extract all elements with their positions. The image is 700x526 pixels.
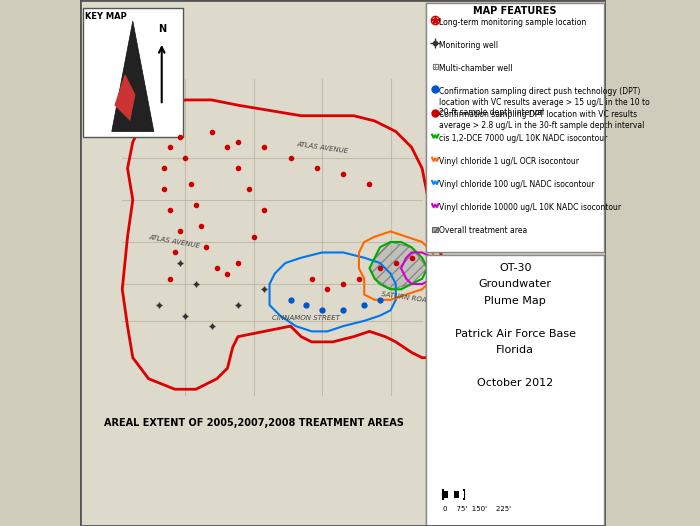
Polygon shape <box>114 74 135 121</box>
Bar <box>432 227 438 232</box>
Text: KEY MAP: KEY MAP <box>85 12 127 21</box>
Bar <box>459 491 464 498</box>
Text: AREAL EXTENT OF 2005,2007,2008 TREATMENT AREAS: AREAL EXTENT OF 2005,2007,2008 TREATMENT… <box>104 418 404 429</box>
Text: cis 1,2-DCE 7000 ug/L 10K NADC isocontour: cis 1,2-DCE 7000 ug/L 10K NADC isocontou… <box>440 134 608 143</box>
Polygon shape <box>112 21 154 132</box>
Text: Vinyl chloride 10000 ug/L 10K NADC isocontour: Vinyl chloride 10000 ug/L 10K NADC isoco… <box>440 203 622 212</box>
FancyBboxPatch shape <box>426 255 604 526</box>
Text: ATLAS AVENUE: ATLAS AVENUE <box>296 140 349 154</box>
FancyBboxPatch shape <box>80 0 425 526</box>
Text: Overall treatment area: Overall treatment area <box>440 226 528 235</box>
Text: Confirmation sampling direct push technology (DPT)
location with VC results aver: Confirmation sampling direct push techno… <box>440 87 650 117</box>
Text: 0    75'  150'    225': 0 75' 150' 225' <box>443 506 511 512</box>
FancyBboxPatch shape <box>426 3 604 252</box>
Text: Vinyl chloride 100 ug/L NADC isocontour: Vinyl chloride 100 ug/L NADC isocontour <box>440 180 595 189</box>
Bar <box>433 64 438 69</box>
Bar <box>80 0 425 526</box>
Text: Monitoring well: Monitoring well <box>440 41 498 50</box>
Text: ATLAS AVENUE: ATLAS AVENUE <box>148 235 201 249</box>
Bar <box>449 491 454 498</box>
FancyBboxPatch shape <box>83 8 183 137</box>
Text: OT-30
Groundwater
Plume Map

Patrick Air Force Base
Florida

October 2012: OT-30 Groundwater Plume Map Patrick Air … <box>455 263 575 388</box>
Text: Long-term monitoring sample location: Long-term monitoring sample location <box>440 18 587 27</box>
Text: Confirmation sampling DPT location with VC results
average > 2.8 ug/L in the 30-: Confirmation sampling DPT location with … <box>440 110 645 130</box>
Text: SATURN ROAD: SATURN ROAD <box>381 291 432 304</box>
Text: MAP FEATURES: MAP FEATURES <box>473 6 557 16</box>
Text: CINNAMON STREET: CINNAMON STREET <box>272 315 340 321</box>
Text: N: N <box>158 24 166 34</box>
Bar <box>454 491 459 498</box>
Bar <box>443 491 449 498</box>
Text: Multi-chamber well: Multi-chamber well <box>440 64 513 73</box>
Text: Vinyl chloride 1 ug/L OCR isocontour: Vinyl chloride 1 ug/L OCR isocontour <box>440 157 580 166</box>
Polygon shape <box>370 242 428 289</box>
